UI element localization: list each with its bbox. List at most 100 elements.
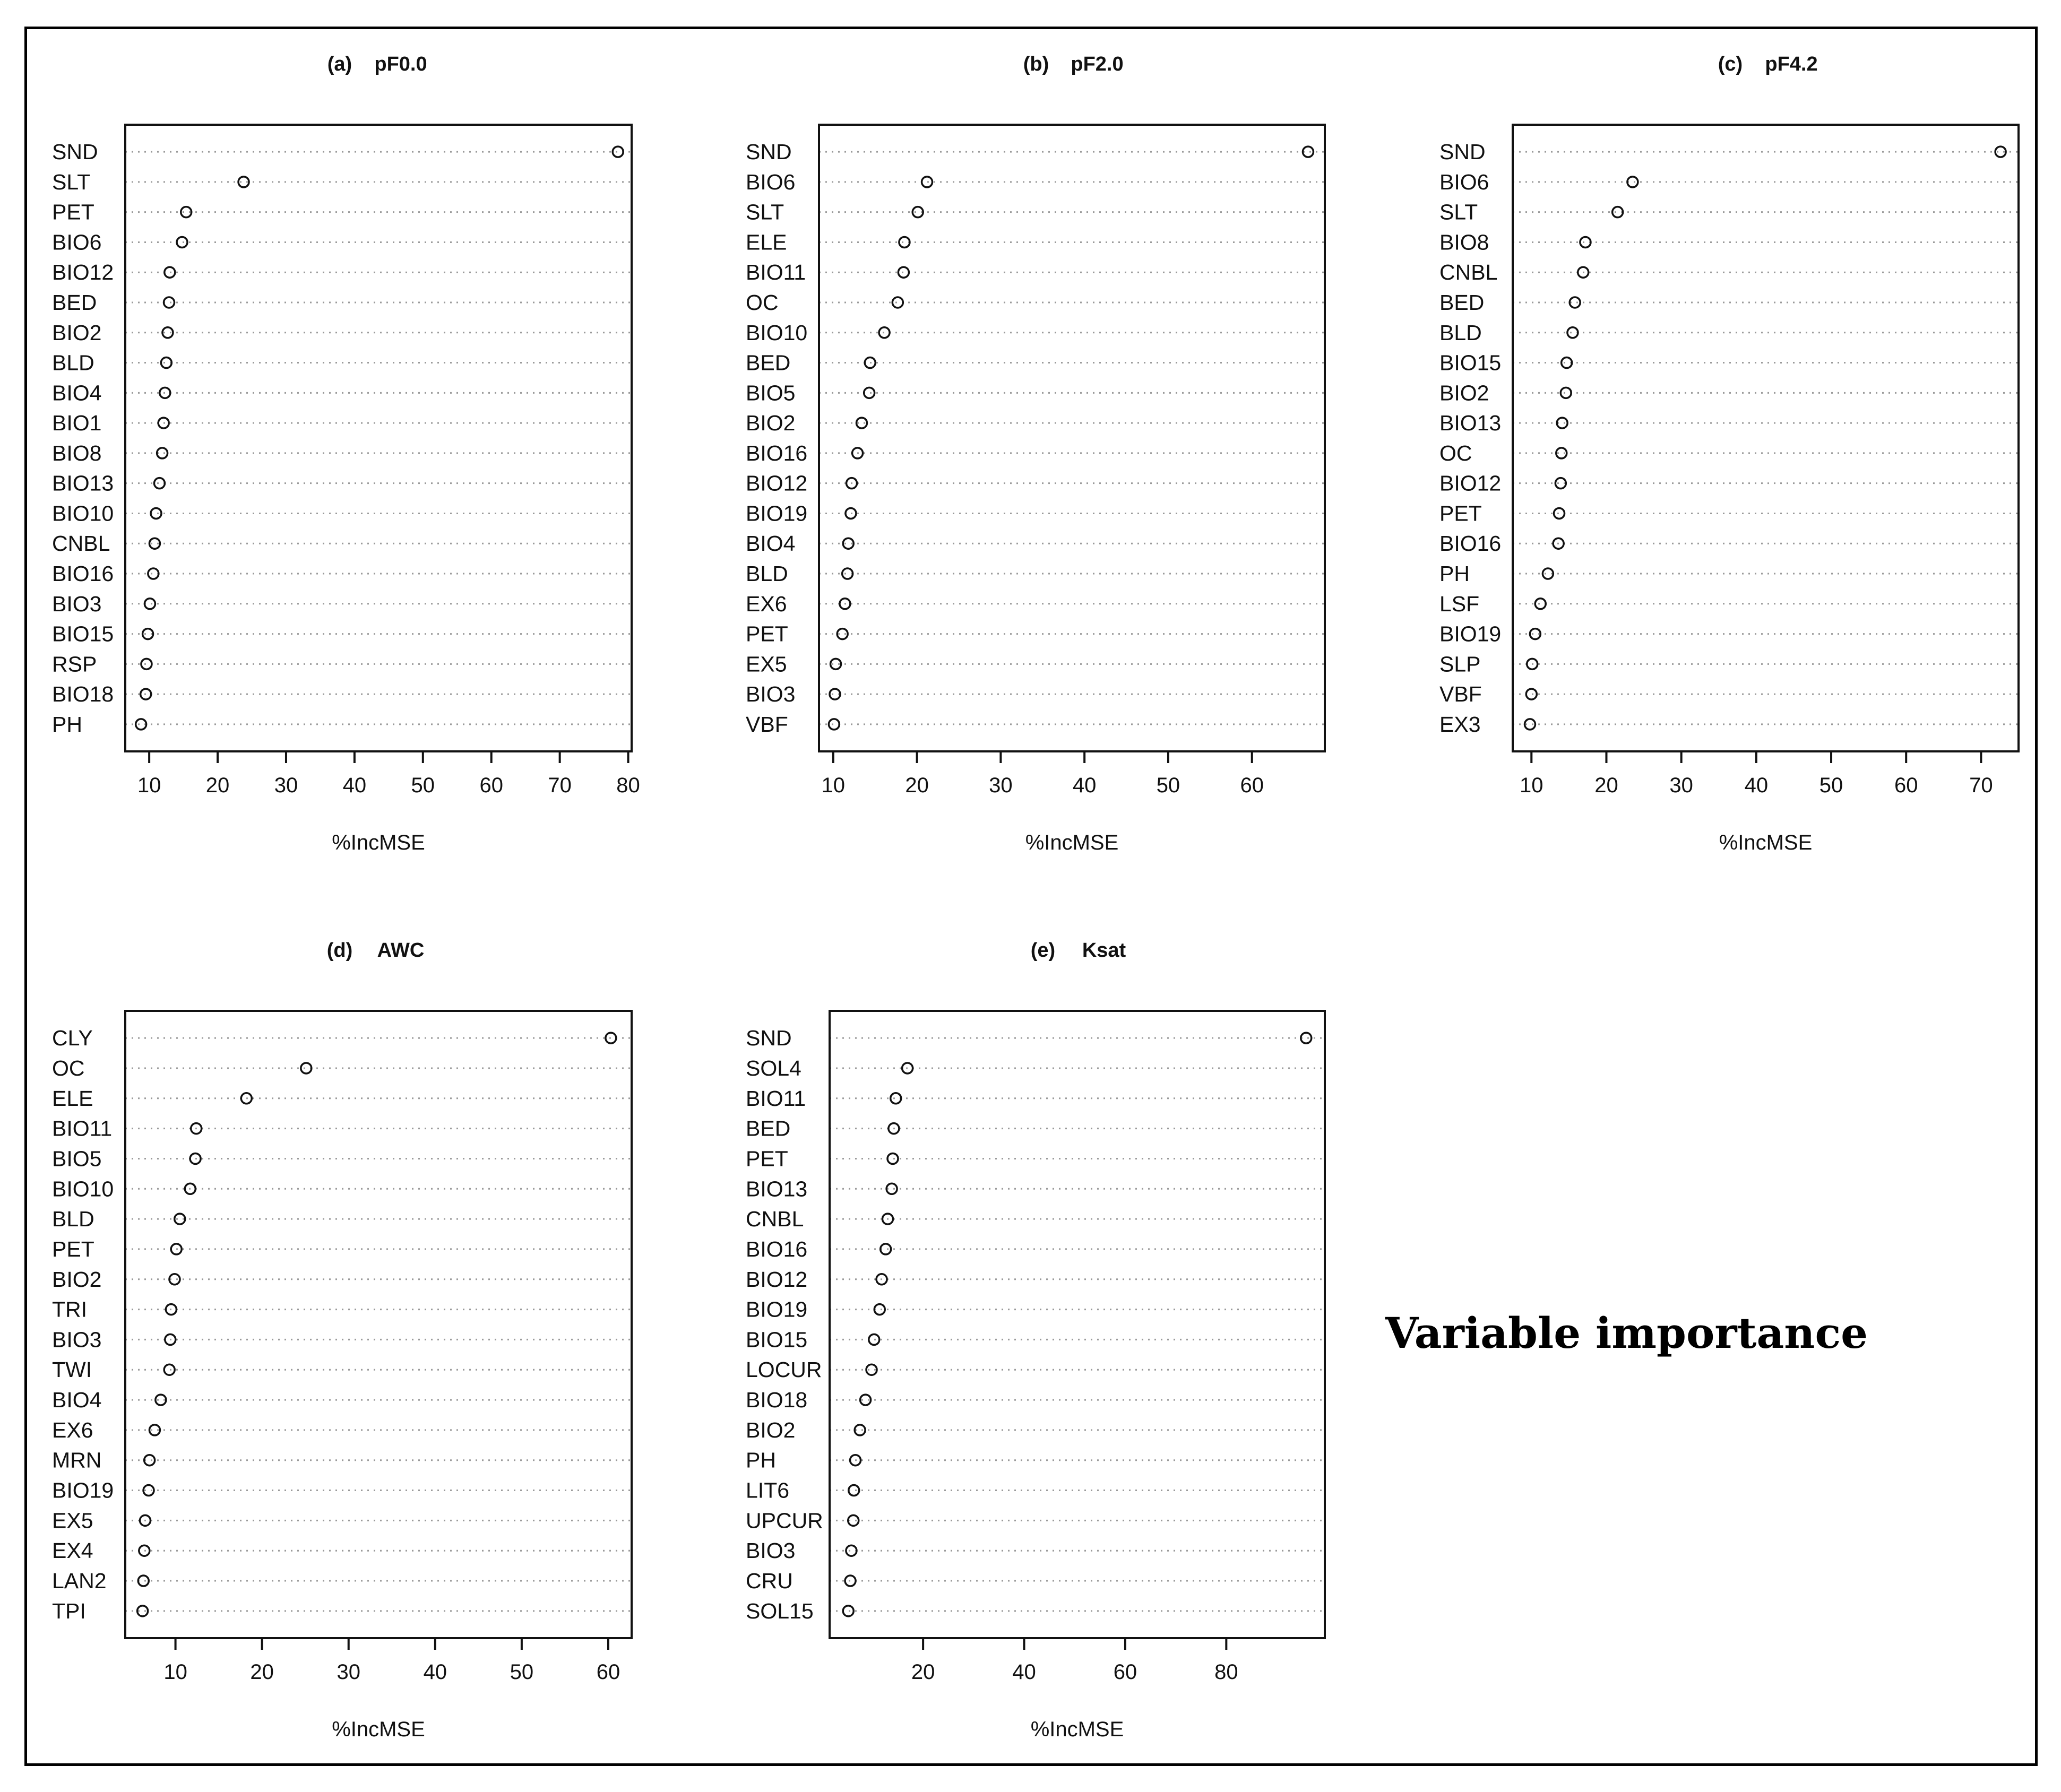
variable-label: SLT [1439,200,1478,224]
x-tick-label: 20 [206,774,230,797]
data-point [1541,567,1555,580]
x-tick-label: 50 [1157,774,1180,797]
variable-label: BIO2 [1439,380,1489,405]
x-tick-label: 70 [1969,774,1993,797]
data-point [875,1273,888,1286]
variable-label: VBF [746,712,788,737]
variable-label: BIO19 [746,1297,807,1322]
variable-label: BIO5 [746,380,795,405]
x-tick-label: 40 [1745,774,1769,797]
variable-label: BIO11 [746,260,806,284]
variable-label: EX5 [52,1508,93,1533]
variable-label: BLD [746,561,788,586]
panel-title: AWC [377,939,425,962]
x-tick-label: 40 [1073,774,1097,797]
variable-label: CNBL [746,1207,804,1231]
variable-label: BIO18 [52,682,114,706]
variable-label: TRI [52,1297,87,1322]
data-point [878,326,891,339]
variable-label: SOL15 [746,1599,814,1623]
x-axis-label: %IncMSE [332,831,425,854]
x-tick-label: 10 [137,774,161,797]
data-point [1525,688,1538,700]
x-tick-label: 50 [411,774,435,797]
data-point [189,1122,203,1135]
x-tick-label: 40 [424,1660,447,1684]
data-point [137,1574,150,1587]
data-point [842,537,855,550]
data-point [865,1363,878,1376]
panel-title: pF4.2 [1765,53,1817,75]
data-point [157,417,170,429]
x-tick-label: 20 [905,774,929,797]
variable-label: BIO2 [52,1267,101,1292]
variable-label: LSF [1439,592,1479,616]
variable-label: BIO16 [746,441,807,465]
variable-label: BIO12 [746,471,807,496]
x-tick-label: 80 [1214,1660,1238,1684]
variable-label: BIO16 [52,561,114,586]
data-point [148,1424,161,1436]
data-point [845,477,858,490]
variable-label: PET [1439,501,1482,525]
data-point [184,1182,197,1196]
x-tick-label: 20 [1594,774,1618,797]
data-point [139,688,152,700]
data-point [147,567,160,580]
data-point [300,1062,313,1075]
variable-label: BLD [52,351,94,375]
variable-label: PH [746,1448,776,1473]
x-tick-label: 60 [1114,1660,1137,1684]
data-point [134,718,148,731]
panel-letter: (e) [1031,939,1055,962]
variable-label: BIO19 [746,501,807,525]
data-point [148,537,161,550]
x-axis-label: %IncMSE [1719,831,1813,854]
data-point [855,417,868,429]
plot-box [124,1010,633,1639]
data-point [1300,1032,1313,1044]
data-point [1534,598,1547,610]
data-point [1525,657,1539,671]
variable-label: BED [746,351,790,375]
plot-box [818,124,1326,752]
variable-label: BIO18 [746,1388,807,1412]
data-point [1301,145,1315,158]
x-tick-label: 60 [1894,774,1918,797]
variable-label: LAN2 [52,1569,107,1593]
variable-label: BIO2 [746,411,795,435]
data-point [886,1152,899,1165]
data-point [873,1303,886,1316]
data-point [160,356,173,369]
panel-title: Ksat [1082,939,1126,962]
variable-label: SND [746,1026,792,1050]
data-point [864,356,876,369]
data-point [839,598,851,610]
data-point [141,627,154,640]
variable-label: CNBL [1439,260,1497,284]
data-point [1568,296,1581,309]
variable-label: BIO10 [746,321,807,345]
data-point [868,1333,881,1346]
variable-label: PET [52,1237,94,1261]
data-point [1523,718,1537,731]
data-point [1529,627,1542,640]
x-axis-label: %IncMSE [1031,1718,1124,1741]
data-point [1553,507,1566,520]
variable-label: BIO6 [1439,170,1489,194]
variable-label: MRN [52,1448,101,1473]
variable-label: BIO10 [52,501,114,525]
x-tick-label: 60 [1240,774,1264,797]
data-point [163,266,176,279]
data-point [863,386,876,400]
variable-label: LIT6 [746,1478,789,1503]
data-point [150,507,162,520]
data-point [885,1182,898,1196]
data-point [901,1062,914,1075]
panel-letter: (c) [1718,53,1743,75]
x-axis-label: %IncMSE [332,1718,425,1741]
variable-label: PET [746,622,788,646]
data-point [136,1605,149,1617]
variable-label: SOL4 [746,1056,801,1080]
